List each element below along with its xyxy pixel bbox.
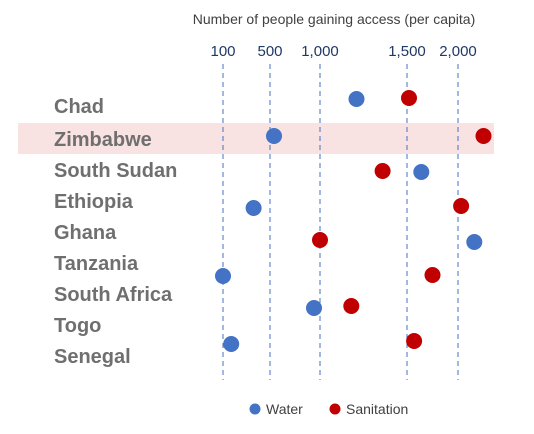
point-water-south-sudan (413, 164, 430, 180)
point-water-senegal (223, 336, 240, 352)
point-water-ghana (466, 234, 483, 250)
highlight-band (18, 123, 494, 154)
point-water-chad (348, 91, 365, 107)
category-label: Senegal (54, 346, 131, 368)
category-label: South Africa (54, 284, 173, 306)
category-label: Togo (54, 315, 101, 337)
category-label: Tanzania (54, 253, 139, 275)
legend: Water Sanitation (249, 401, 408, 417)
point-sanitation-chad (401, 90, 417, 106)
legend-label-water: Water (266, 401, 303, 417)
x-tick-label: 500 (257, 43, 282, 60)
gridlines (222, 64, 459, 380)
data-points (215, 90, 492, 352)
x-tick-label: 1,500 (388, 43, 426, 60)
x-tick-labels: 100 500 1,000 1,500 2,000 (210, 43, 476, 60)
legend-marker-water (249, 403, 261, 415)
legend-label-sanitation: Sanitation (346, 401, 408, 417)
category-label: Ethiopia (54, 191, 134, 213)
point-sanitation-senegal (406, 333, 423, 349)
point-sanitation-togo (343, 298, 360, 314)
point-water-ethiopia (245, 200, 262, 216)
point-sanitation-south-sudan (374, 163, 391, 179)
category-label: Zimbabwe (54, 129, 152, 151)
point-water-zimbabwe (266, 128, 282, 144)
legend-marker-sanitation (329, 403, 341, 415)
chart-title: Number of people gaining access (per cap… (193, 11, 476, 27)
point-water-togo (306, 300, 322, 316)
category-label: South Sudan (54, 160, 177, 182)
x-tick-label: 100 (210, 43, 235, 60)
category-label: Chad (54, 96, 104, 118)
point-sanitation-ethiopia (453, 198, 470, 214)
category-label: Ghana (54, 222, 117, 244)
point-sanitation-tanzania (424, 267, 441, 283)
point-water-south-africa (215, 268, 231, 284)
x-tick-label: 2,000 (439, 43, 477, 60)
category-labels: Chad Zimbabwe South Sudan Ethiopia Ghana Tanz… (54, 96, 177, 368)
x-tick-label: 1,000 (301, 43, 339, 60)
point-sanitation-ghana (312, 232, 328, 248)
point-sanitation-zimbabwe (475, 128, 492, 144)
